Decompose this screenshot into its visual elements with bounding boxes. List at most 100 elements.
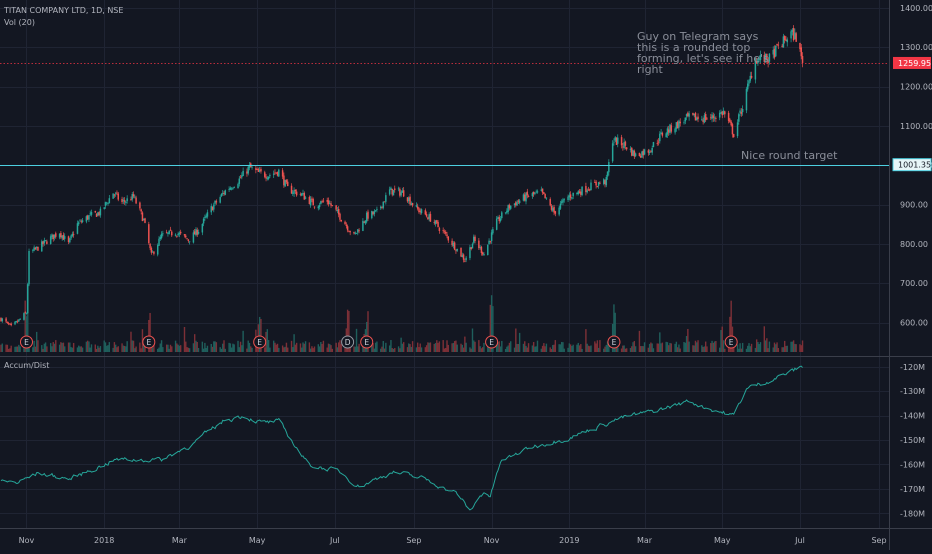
volume-bar (348, 311, 350, 352)
annotation-line-1[interactable]: Guy on Telegram says (637, 30, 759, 43)
volume-bar (461, 344, 463, 352)
candle-body (294, 189, 297, 192)
candle (470, 247, 472, 251)
candle (330, 200, 332, 208)
candle (595, 180, 597, 189)
volume-bar (597, 347, 600, 352)
volume-bar (633, 341, 636, 352)
event-marker-circle[interactable] (341, 335, 355, 349)
annotation-line-2[interactable]: this is a rounded top (637, 41, 751, 54)
candle (27, 282, 29, 314)
volume-bar (657, 343, 660, 352)
axis-price-labels: 1259.95 1001.35 (892, 56, 932, 172)
volume-bar (71, 347, 74, 352)
annotation-line-4[interactable]: right (637, 63, 663, 76)
volume-bar (516, 343, 518, 352)
event-marker[interactable]: E (607, 335, 621, 349)
volume-bar (301, 347, 303, 352)
volume-bar (719, 347, 721, 352)
volume-bar (438, 341, 441, 352)
volume-bar (179, 345, 182, 352)
candle (740, 108, 743, 117)
candle-body (35, 246, 38, 248)
volume-bar (232, 343, 234, 352)
candle-body (177, 233, 179, 236)
candle (745, 86, 748, 114)
candle-body (455, 250, 457, 252)
candle-body (373, 211, 376, 214)
volume-legend[interactable]: Vol (20) (4, 18, 35, 27)
volume-bar (496, 342, 498, 352)
candle-body (69, 238, 71, 243)
annotation-line-3[interactable]: forming, let's see if he's (637, 52, 769, 65)
volume-bar (392, 348, 395, 352)
candle-body (721, 111, 723, 116)
candle (620, 134, 623, 149)
candle (372, 211, 374, 216)
candle-body (269, 175, 271, 177)
event-marker[interactable]: E (142, 335, 156, 349)
candle-body (549, 199, 551, 206)
candle (388, 186, 391, 196)
candle (721, 110, 723, 119)
event-marker-circle[interactable] (360, 335, 374, 349)
event-marker-circle[interactable] (485, 335, 499, 349)
event-marker-circle[interactable] (607, 335, 621, 349)
accum-dist-legend[interactable]: Accum/Dist (4, 361, 50, 370)
candle (438, 226, 441, 234)
time-axis[interactable]: Nov 2018 Mar May Jul Sep Nov 2019 Mar May Jul Sep (19, 536, 887, 545)
volume-bar (185, 341, 187, 352)
event-marker[interactable]: D (341, 335, 355, 349)
candle-body (745, 88, 748, 111)
candle (28, 248, 30, 287)
candle-body (581, 186, 583, 196)
candle-body (52, 234, 54, 240)
accum-dist-axis[interactable]: -120M -130M -140M -150M -160M -170M -180M (900, 363, 925, 519)
volume-bar (638, 330, 641, 352)
candle (692, 112, 694, 116)
event-marker-circle[interactable] (19, 335, 33, 349)
volume-bar (50, 343, 52, 352)
candle-body (285, 180, 288, 183)
candle-body (344, 221, 346, 225)
event-marker[interactable]: E (724, 335, 738, 349)
candle (228, 186, 230, 192)
candle (685, 113, 688, 121)
event-marker[interactable]: E (19, 335, 33, 349)
candle (25, 312, 28, 315)
event-marker[interactable]: E (253, 335, 267, 349)
candle-body (229, 187, 232, 190)
y-tick-label: 1100.00 (900, 122, 932, 131)
volume-bar (162, 347, 164, 352)
candle (275, 172, 277, 174)
candle (657, 138, 660, 146)
volume-bar (704, 341, 707, 352)
y-tick-label: 1200.00 (900, 83, 932, 92)
candle-body (434, 220, 437, 225)
candle-body (171, 231, 173, 236)
event-marker-circle[interactable] (253, 335, 267, 349)
event-marker[interactable]: E (485, 335, 499, 349)
volume-bar (678, 344, 680, 352)
event-marker-label: E (364, 338, 369, 347)
candle (703, 112, 706, 124)
candle (460, 247, 462, 258)
candle (729, 117, 731, 123)
volume-bar (88, 341, 90, 352)
event-marker-circle[interactable] (142, 335, 156, 349)
candle (659, 131, 661, 144)
volume-bar (35, 331, 38, 352)
main-chart-title[interactable]: TITAN COMPANY LTD, 1D, NSE (4, 6, 124, 15)
candle (153, 250, 155, 256)
event-marker-circle[interactable] (724, 335, 738, 349)
candle (568, 192, 571, 201)
annotation-target[interactable]: Nice round target (741, 149, 838, 162)
candle-body (266, 178, 269, 180)
event-marker[interactable]: E (360, 335, 374, 349)
candle-body (195, 229, 197, 236)
candle (436, 219, 438, 225)
candle-body (790, 31, 792, 39)
candle-body (703, 115, 706, 123)
